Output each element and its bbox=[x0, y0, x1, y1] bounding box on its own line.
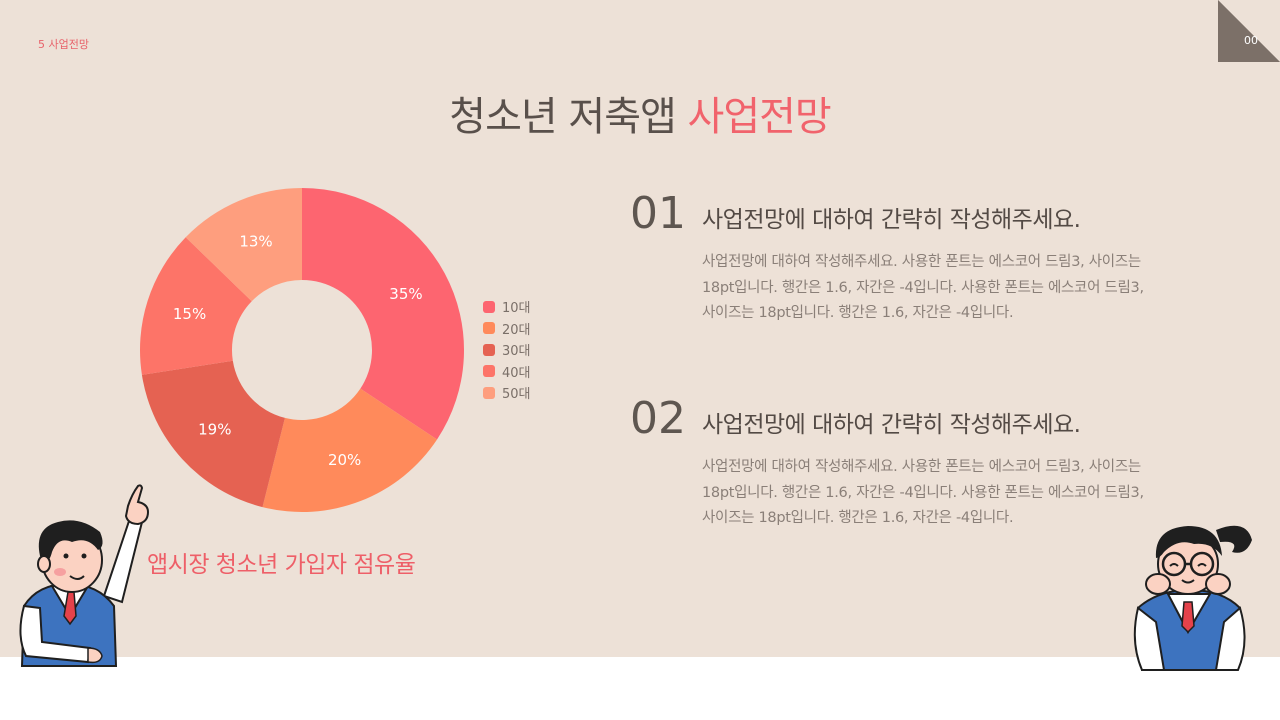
page-title-main: 청소년 저축앱 bbox=[449, 94, 677, 140]
donut-data-label: 15% bbox=[173, 305, 206, 323]
page-number: 00 bbox=[1244, 34, 1258, 47]
donut-slice-10대 bbox=[302, 188, 464, 440]
chart-caption: 앱시장 청소년 가입자 점유율 bbox=[147, 552, 416, 578]
legend-label: 50대 bbox=[502, 387, 531, 403]
donut-slice-30대 bbox=[141, 360, 285, 508]
donut-data-label: 19% bbox=[198, 420, 231, 438]
legend-swatch bbox=[483, 343, 495, 356]
legend-swatch bbox=[483, 365, 495, 378]
legend-label: 30대 bbox=[502, 344, 531, 360]
donut-data-label: 13% bbox=[239, 232, 272, 250]
donut-slice-50대 bbox=[185, 188, 302, 302]
legend-label: 20대 bbox=[502, 322, 531, 338]
legend-label: 10대 bbox=[502, 301, 531, 317]
block-number: 02 bbox=[630, 393, 686, 444]
page-corner-fold bbox=[1218, 0, 1280, 62]
legend-item: 10대 bbox=[483, 296, 531, 318]
block-heading: 사업전망에 대하여 간략히 작성해주세요. bbox=[702, 412, 1081, 438]
legend-swatch bbox=[483, 300, 495, 313]
boy-character-illustration bbox=[19, 484, 150, 667]
donut-data-label: 35% bbox=[389, 285, 422, 303]
bottom-band bbox=[0, 657, 1280, 720]
page-title-accent: 사업전망 bbox=[687, 94, 832, 140]
block-body: 사업전망에 대하여 작성해주세요. 사용한 폰트는 에스코어 드림3, 사이즈는… bbox=[702, 459, 1144, 527]
block-body: 사업전망에 대하여 작성해주세요. 사용한 폰트는 에스코어 드림3, 사이즈는… bbox=[702, 254, 1144, 322]
legend-item: 30대 bbox=[483, 339, 531, 361]
legend-item: 20대 bbox=[483, 318, 531, 340]
legend-item: 40대 bbox=[483, 361, 531, 383]
block-heading: 사업전망에 대하여 간략히 작성해주세요. bbox=[702, 207, 1081, 233]
donut-slice-20대 bbox=[262, 388, 438, 512]
legend-item: 50대 bbox=[483, 382, 531, 404]
legend-label: 40대 bbox=[502, 365, 531, 381]
block-number: 01 bbox=[630, 188, 686, 239]
donut-data-label: 20% bbox=[328, 451, 361, 469]
page-title: 청소년 저축앱 사업전망 bbox=[0, 84, 1280, 142]
girl-character-illustration bbox=[1133, 525, 1252, 671]
donut-slice-40대 bbox=[140, 237, 252, 375]
section-label: 5 사업전망 bbox=[38, 38, 89, 51]
legend-swatch bbox=[483, 386, 495, 399]
chart-legend: 10대 20대 30대 40대 50대 bbox=[483, 296, 531, 404]
legend-swatch bbox=[483, 322, 495, 335]
donut-chart: 35% 20% 19% 15% 13% bbox=[140, 188, 464, 512]
